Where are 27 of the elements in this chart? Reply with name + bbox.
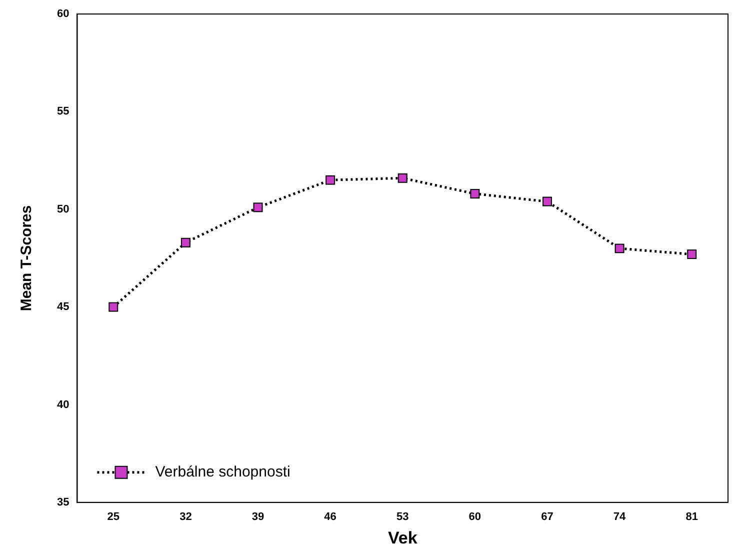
x-tick-label: 67: [541, 511, 554, 524]
point: [687, 250, 697, 260]
y-tick-label: 45: [56, 301, 70, 314]
x-tick-label: 74: [613, 511, 627, 524]
point: [108, 302, 118, 312]
y-tick-label: 50: [56, 203, 70, 216]
x-tick-label: 46: [324, 511, 336, 524]
legend-label: Verbálne schopnosti: [155, 464, 290, 481]
y-tick-label: 60: [56, 8, 70, 20]
y-tick-label: 55: [56, 106, 70, 118]
point: [326, 175, 336, 185]
y-tick-label: 40: [56, 398, 70, 411]
point: [542, 196, 552, 206]
x-tick-label: 32: [180, 511, 192, 524]
x-axis-title: Vek: [388, 528, 418, 548]
x-tick-label: 53: [396, 511, 409, 524]
y-axis-title: Mean T-Scores: [18, 205, 36, 312]
x-tick-label: 60: [468, 511, 482, 524]
x-tick-label: 39: [252, 511, 264, 524]
point: [470, 188, 480, 198]
point: [614, 244, 624, 254]
x-tick-label: 81: [686, 511, 698, 524]
point: [180, 238, 190, 248]
x-tick-label: 25: [107, 511, 120, 524]
point: [398, 173, 408, 183]
y-tick-label: 35: [56, 496, 70, 508]
point: [253, 202, 263, 212]
